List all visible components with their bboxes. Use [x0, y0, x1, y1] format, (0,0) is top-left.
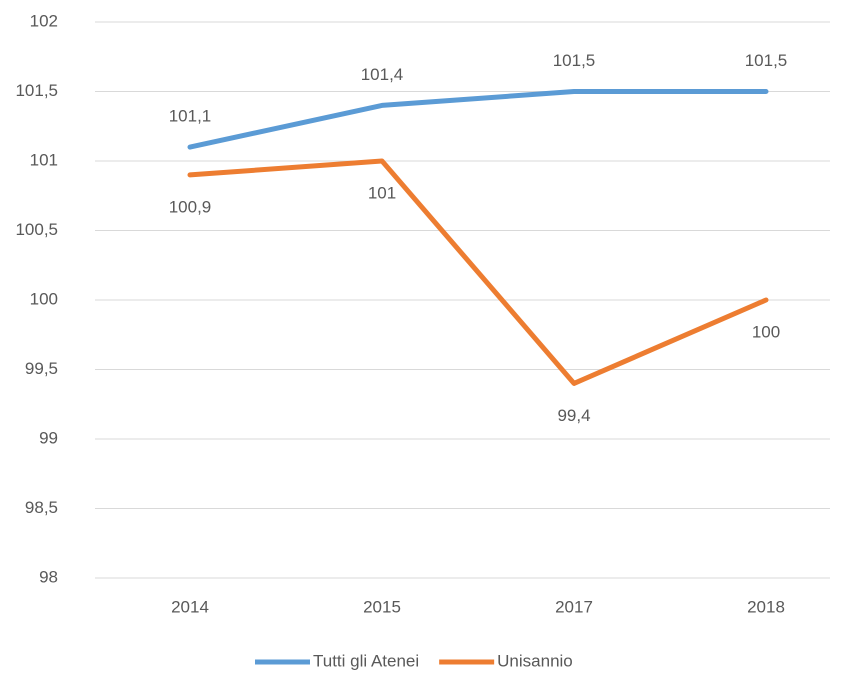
x-tick-label: 2014 — [171, 597, 209, 616]
y-tick-label: 99 — [39, 428, 58, 447]
series-line — [187, 158, 769, 386]
data-label: 101,5 — [745, 51, 788, 70]
data-label: 101 — [368, 183, 396, 202]
data-label: 101,5 — [553, 51, 596, 70]
y-tick-label: 99,5 — [25, 359, 58, 378]
y-tick-label: 98 — [39, 567, 58, 586]
legend-label: Tutti gli Atenei — [313, 651, 419, 670]
y-tick-label: 98,5 — [25, 498, 58, 517]
x-tick-label: 2015 — [363, 597, 401, 616]
legend-label: Unisannio — [497, 651, 573, 670]
x-tick-label: 2017 — [555, 597, 593, 616]
data-label: 99,4 — [557, 406, 590, 425]
y-tick-label: 102 — [30, 11, 58, 30]
data-label: 100 — [752, 322, 780, 341]
series-line — [187, 89, 769, 150]
y-tick-label: 100,5 — [15, 220, 58, 239]
y-tick-label: 100 — [30, 289, 58, 308]
data-label: 101,1 — [169, 107, 212, 126]
data-label: 101,4 — [361, 65, 404, 84]
y-tick-label: 101 — [30, 150, 58, 169]
data-label: 100,9 — [169, 197, 212, 216]
y-tick-label: 101,5 — [15, 81, 58, 100]
x-tick-label: 2018 — [747, 597, 785, 616]
